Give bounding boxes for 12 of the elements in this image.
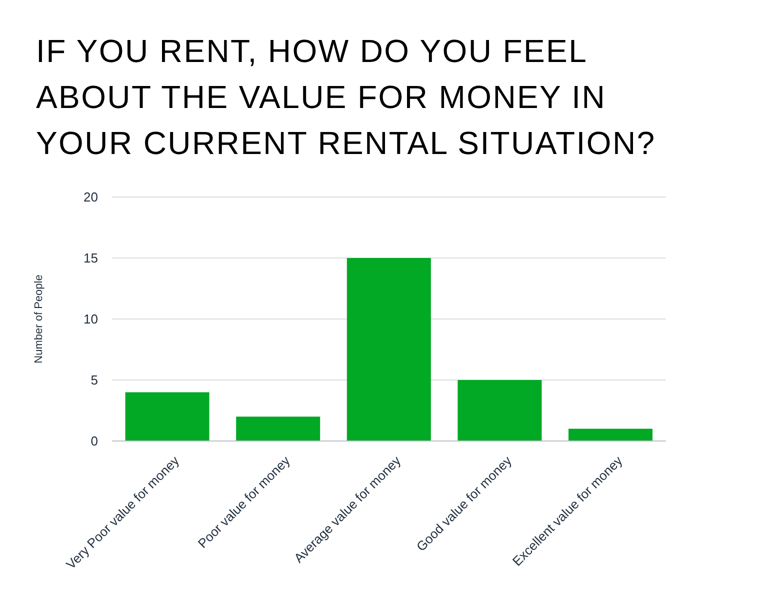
- y-tick-label: 0: [90, 434, 98, 449]
- bar: [346, 258, 431, 441]
- bar: [125, 392, 210, 441]
- y-tick-label: 20: [84, 190, 98, 205]
- bar: [568, 428, 652, 441]
- bar: [458, 380, 542, 441]
- bar: [236, 416, 320, 441]
- y-tick-label: 5: [90, 372, 98, 388]
- chart-title: IF YOU RENT, HOW DO YOU FEEL ABOUT THE VALUE FOR MONEY IN YOUR CURRENT RENTAL SITUATION?: [36, 32, 657, 163]
- y-tick-label: 15: [84, 250, 98, 266]
- y-axis-title: Number of People: [32, 274, 45, 364]
- y-tick-label: 10: [84, 312, 98, 327]
